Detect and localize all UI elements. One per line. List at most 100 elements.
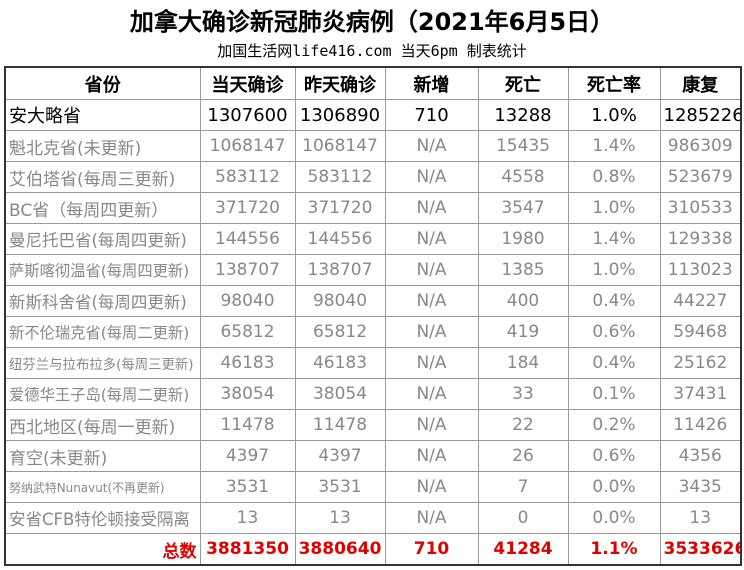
province-cell: 总数 bbox=[4, 533, 201, 566]
value-cell: 38054 bbox=[294, 378, 386, 410]
province-cell: 安大略省 bbox=[4, 99, 201, 131]
value-cell: 98040 bbox=[294, 285, 386, 317]
value-cell: 4397 bbox=[294, 440, 386, 472]
value-cell: 129338 bbox=[659, 223, 742, 255]
value-cell: 46183 bbox=[294, 347, 386, 379]
value-cell: 0.1% bbox=[567, 378, 661, 410]
value-cell: N/A bbox=[384, 161, 479, 193]
value-cell: 1980 bbox=[477, 223, 569, 255]
value-cell: 138707 bbox=[199, 254, 296, 286]
value-cell: 1.1% bbox=[567, 533, 661, 566]
table-row: 安大略省 1307600 1306890 710 13288 1.0% 1285226 bbox=[4, 99, 742, 131]
value-cell: N/A bbox=[384, 316, 479, 348]
province-cell: 魁北克省(未更新) bbox=[4, 130, 201, 162]
value-cell: 3435 bbox=[659, 471, 742, 503]
table-row: 新不伦瑞克省(每周二更新) 65812 65812 N/A 419 0.6% 59468 bbox=[4, 316, 742, 348]
value-cell: 0.0% bbox=[567, 471, 661, 503]
value-cell: N/A bbox=[384, 254, 479, 286]
value-cell: 44227 bbox=[659, 285, 742, 317]
value-cell: 1.4% bbox=[567, 130, 661, 162]
value-cell: 11478 bbox=[294, 409, 386, 441]
table-row: 萨斯喀彻温省(每周四更新) 138707 138707 N/A 1385 1.0% 1130… bbox=[4, 254, 742, 286]
value-cell: 0.4% bbox=[567, 285, 661, 317]
value-cell: 33 bbox=[477, 378, 569, 410]
value-cell: 1.0% bbox=[567, 99, 661, 131]
province-cell: 萨斯喀彻温省(每周四更新) bbox=[4, 254, 201, 286]
table-row: 爱德华王子岛(每周二更新) 38054 38054 N/A 33 0.1% 37431 bbox=[4, 378, 742, 410]
table-row: 安省CFB特伦顿接受隔离 13 13 N/A 0 0.0% 13 bbox=[4, 502, 742, 534]
table-row: 纽芬兰与拉布拉多(每周三更新) 46183 46183 N/A 184 0.4% 25162 bbox=[4, 347, 742, 379]
value-cell: 0.4% bbox=[567, 347, 661, 379]
value-cell: 7 bbox=[477, 471, 569, 503]
value-cell: 986309 bbox=[659, 130, 742, 162]
table-row: 魁北克省(未更新) 1068147 1068147 N/A 15435 1.4% 98630… bbox=[4, 130, 742, 162]
value-cell: 13 bbox=[659, 502, 742, 534]
value-cell: 310533 bbox=[659, 192, 742, 224]
province-cell: 育空(未更新) bbox=[4, 440, 201, 472]
value-cell: 1306890 bbox=[294, 99, 386, 131]
value-cell: 38054 bbox=[199, 378, 296, 410]
province-cell: 曼尼托巴省(每周四更新) bbox=[4, 223, 201, 255]
value-cell: N/A bbox=[384, 192, 479, 224]
province-cell: 爱德华王子岛(每周二更新) bbox=[4, 378, 201, 410]
province-cell: 努纳武特Nunavut(不再更新) bbox=[4, 471, 201, 503]
value-cell: 113023 bbox=[659, 254, 742, 286]
data-table: 省份 当天确诊 昨天确诊 新增 死亡 死亡率 康复 安大略省 1307600 1306890 71… bbox=[4, 66, 742, 566]
value-cell: 0.6% bbox=[567, 440, 661, 472]
table-row: 西北地区(每周一更新) 11478 11478 N/A 22 0.2% 11426 bbox=[4, 409, 742, 441]
column-header: 当天确诊 bbox=[199, 66, 296, 100]
province-cell: 西北地区(每周一更新) bbox=[4, 409, 201, 441]
value-cell: 37431 bbox=[659, 378, 742, 410]
table-row: 曼尼托巴省(每周四更新) 144556 144556 N/A 1980 1.4% 12933… bbox=[4, 223, 742, 255]
value-cell: 144556 bbox=[294, 223, 386, 255]
value-cell: 1068147 bbox=[199, 130, 296, 162]
table-row: 育空(未更新) 4397 4397 N/A 26 0.6% 4356 bbox=[4, 440, 742, 472]
table-row: 总数 3881350 3880640 710 41284 1.1% 3533626 bbox=[4, 533, 742, 566]
value-cell: 4397 bbox=[199, 440, 296, 472]
value-cell: N/A bbox=[384, 502, 479, 534]
value-cell: 3547 bbox=[477, 192, 569, 224]
value-cell: 371720 bbox=[199, 192, 296, 224]
province-cell: 新斯科舍省(每周四更新) bbox=[4, 285, 201, 317]
value-cell: 0 bbox=[477, 502, 569, 534]
value-cell: 583112 bbox=[199, 161, 296, 193]
value-cell: N/A bbox=[384, 378, 479, 410]
value-cell: N/A bbox=[384, 347, 479, 379]
column-header: 死亡 bbox=[477, 66, 569, 100]
value-cell: 3531 bbox=[294, 471, 386, 503]
value-cell: 1.0% bbox=[567, 192, 661, 224]
value-cell: 0.0% bbox=[567, 502, 661, 534]
value-cell: 26 bbox=[477, 440, 569, 472]
value-cell: 13 bbox=[199, 502, 296, 534]
value-cell: 25162 bbox=[659, 347, 742, 379]
value-cell: 138707 bbox=[294, 254, 386, 286]
value-cell: 11478 bbox=[199, 409, 296, 441]
value-cell: N/A bbox=[384, 440, 479, 472]
province-cell: BC省（每周四更新） bbox=[4, 192, 201, 224]
province-cell: 安省CFB特伦顿接受隔离 bbox=[4, 502, 201, 534]
value-cell: N/A bbox=[384, 409, 479, 441]
value-cell: 22 bbox=[477, 409, 569, 441]
province-cell: 艾伯塔省(每周三更新) bbox=[4, 161, 201, 193]
value-cell: 4558 bbox=[477, 161, 569, 193]
table-row: 艾伯塔省(每周三更新) 583112 583112 N/A 4558 0.8% 523679 bbox=[4, 161, 742, 193]
value-cell: 1285226 bbox=[659, 99, 742, 131]
value-cell: 65812 bbox=[199, 316, 296, 348]
value-cell: 144556 bbox=[199, 223, 296, 255]
value-cell: N/A bbox=[384, 223, 479, 255]
value-cell: 3880640 bbox=[294, 533, 386, 566]
value-cell: 0.6% bbox=[567, 316, 661, 348]
value-cell: 1.0% bbox=[567, 254, 661, 286]
value-cell: 1307600 bbox=[199, 99, 296, 131]
value-cell: 13 bbox=[294, 502, 386, 534]
value-cell: 710 bbox=[384, 99, 479, 131]
value-cell: 11426 bbox=[659, 409, 742, 441]
value-cell: 15435 bbox=[477, 130, 569, 162]
value-cell: 184 bbox=[477, 347, 569, 379]
value-cell: 3881350 bbox=[199, 533, 296, 566]
value-cell: 400 bbox=[477, 285, 569, 317]
value-cell: 1385 bbox=[477, 254, 569, 286]
table-row: 新斯科舍省(每周四更新) 98040 98040 N/A 400 0.4% 44227 bbox=[4, 285, 742, 317]
value-cell: 710 bbox=[384, 533, 479, 566]
